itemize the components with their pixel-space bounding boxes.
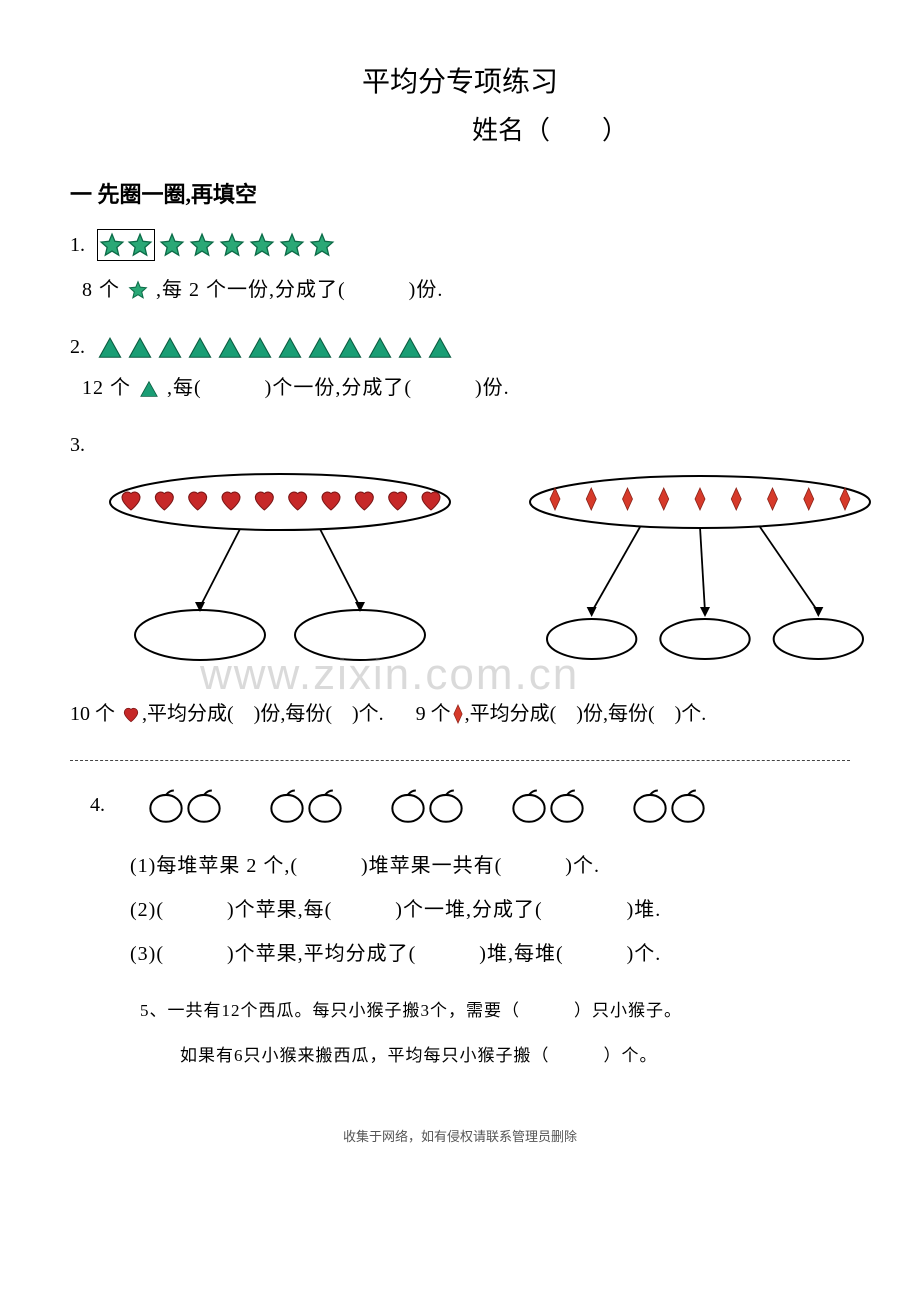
q3-diagrams: [100, 467, 850, 672]
name-field: 姓名（ ）: [70, 110, 850, 147]
section-header: 一 先圈一圈,再填空: [70, 177, 850, 209]
q3-right-text: 9 个,平均分成( )份,每份( )个.: [416, 697, 707, 730]
q4-sub2: (2)( )个苹果,每( )个一堆,分成了( )堆.: [130, 893, 850, 922]
q2-text-after: ,每( )个一份,分成了( )份.: [167, 377, 510, 399]
page: { "title": "平均分专项练习", "name_label": "姓名（…: [0, 0, 920, 1185]
question-2: 2. 12 个 ,每( )个一份,分成了( )份.: [70, 336, 850, 404]
q1-text-before: 8 个: [82, 279, 126, 301]
q1-text: 8 个 ,每 2 个一份,分成了( )份.: [82, 273, 850, 306]
apple-pair: [510, 786, 586, 824]
hearts-diagram: [100, 467, 460, 672]
q2-text: 12 个 ,每( )个一份,分成了( )份.: [82, 371, 850, 404]
footer: 收集于网络，如有侵权请联系管理员删除: [70, 1126, 850, 1145]
q2-text-before: 12 个: [82, 377, 131, 399]
triangle-icon: [139, 380, 159, 404]
q3-number: 3.: [70, 434, 85, 457]
q5-line1: 5、一共有12个西瓜。每只小猴子搬3个，需要（ ）只小猴子。: [140, 996, 850, 1021]
q1-text-after: ,每 2 个一份,分成了( )份.: [156, 279, 443, 301]
q1-number: 1.: [70, 234, 85, 257]
apple-pair: [631, 786, 707, 824]
divider: [70, 760, 850, 761]
page-title: 平均分专项练习: [70, 60, 850, 100]
q2-number: 2.: [70, 336, 85, 359]
apple-groups: [147, 786, 707, 824]
q1-stars: [97, 229, 335, 261]
question-1: 1. 8 个 ,每 2 个一份,分成了( )份.: [70, 229, 850, 306]
q4-number: 4.: [90, 794, 105, 817]
q3-answers: 10 个 ,平均分成( )份,每份( )个. 9 个,平均分成( )份,每份( …: [70, 697, 850, 730]
question-4: 4. (1)每堆苹果 2 个,( )堆苹果一共有( )个. (2)( )个苹果,…: [70, 786, 850, 966]
q4-sub3: (3)( )个苹果,平均分成了( )堆,每堆( )个.: [130, 937, 850, 966]
apple-pair: [389, 786, 465, 824]
q4-sub1: (1)每堆苹果 2 个,( )堆苹果一共有( )个.: [130, 849, 850, 878]
question-3: 3. 10 个 ,平均分成( )份,每份( )个. 9 个,平均分成( )份,每…: [70, 434, 850, 730]
q3-left-text: 10 个 ,平均分成( )份,每份( )个.: [70, 697, 384, 730]
diamonds-diagram: [520, 467, 880, 672]
q2-triangles: [97, 336, 453, 359]
star-icon: [128, 280, 148, 306]
apple-pair: [268, 786, 344, 824]
q5-line2: 如果有6只小猴来搬西瓜，平均每只小猴子搬（ ）个。: [180, 1041, 850, 1066]
apple-pair: [147, 786, 223, 824]
